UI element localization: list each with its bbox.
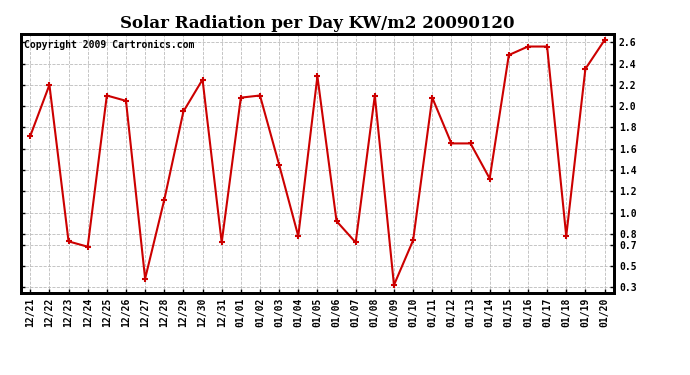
- Title: Solar Radiation per Day KW/m2 20090120: Solar Radiation per Day KW/m2 20090120: [120, 15, 515, 32]
- Text: Copyright 2009 Cartronics.com: Copyright 2009 Cartronics.com: [23, 40, 194, 50]
